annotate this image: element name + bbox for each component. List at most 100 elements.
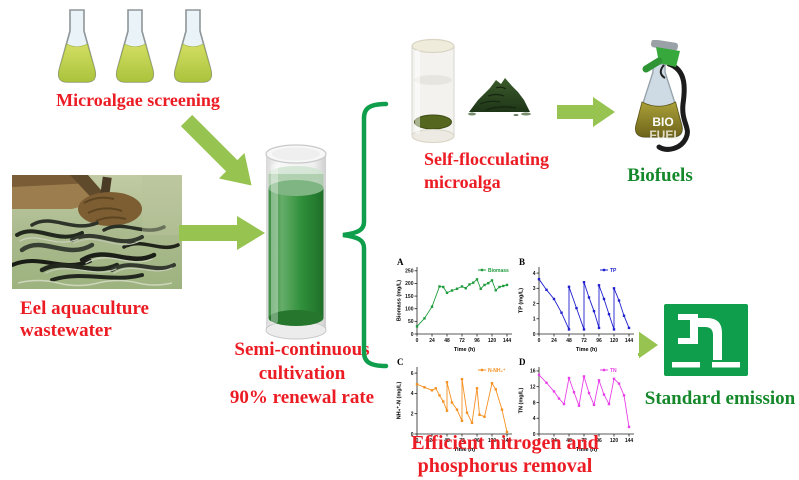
svg-text:72: 72 — [581, 438, 587, 444]
svg-text:0: 0 — [538, 438, 541, 444]
svg-text:1: 1 — [533, 317, 536, 323]
svg-text:4: 4 — [411, 391, 414, 397]
svg-text:144: 144 — [503, 338, 512, 344]
svg-text:TN (mg/L): TN (mg/L) — [519, 388, 525, 414]
svg-text:150: 150 — [405, 294, 414, 300]
eel-wastewater-label: Eel aquaculture wastewater — [20, 298, 200, 342]
svg-text:0: 0 — [416, 338, 419, 344]
efficient-removal-label: Efficient nitrogen and phosphorus remova… — [390, 432, 620, 478]
svg-text:24: 24 — [429, 438, 435, 444]
svg-text:0: 0 — [411, 332, 414, 338]
svg-text:250: 250 — [405, 269, 414, 275]
svg-text:0: 0 — [416, 438, 419, 444]
biofuel-flask-text-fuel: FUEL — [649, 128, 680, 142]
svg-text:TN: TN — [610, 368, 617, 374]
svg-text:48: 48 — [566, 338, 572, 344]
algae-powder — [466, 70, 532, 118]
svg-text:120: 120 — [610, 338, 619, 344]
chart-tn: 0 24 48 72 96 120 144 0 4 8 12 16 Time (h) TN (mg/L) D… — [517, 356, 639, 453]
semi-continuous-line3: 90% renewal rate — [229, 387, 375, 408]
svg-text:16: 16 — [530, 369, 536, 375]
svg-text:0: 0 — [533, 432, 536, 438]
svg-text:120: 120 — [610, 438, 619, 444]
svg-text:48: 48 — [444, 338, 450, 344]
self-flocculating-label: Self-flocculating microalga — [424, 148, 574, 194]
svg-text:Time (h): Time (h) — [454, 347, 475, 353]
svg-text:N-NH₄⁺: N-NH₄⁺ — [488, 368, 506, 374]
svg-text:144: 144 — [503, 438, 512, 444]
svg-text:0: 0 — [538, 338, 541, 344]
chart-biomass: 0 24 48 72 96 120 144 0 50 100 150 200 250 Time (h) Bi… — [395, 256, 517, 353]
svg-text:4: 4 — [533, 416, 536, 422]
arrow-microalga-to-biofuels — [557, 97, 615, 127]
svg-text:100: 100 — [405, 307, 414, 313]
svg-text:3: 3 — [533, 286, 536, 292]
svg-text:96: 96 — [596, 438, 602, 444]
svg-text:TP: TP — [610, 268, 617, 274]
eel-aquaculture-photo — [12, 175, 182, 289]
svg-text:6: 6 — [411, 371, 414, 377]
arrow-wastewater-to-cultivation — [179, 216, 265, 250]
branch-brace — [342, 101, 389, 369]
erlenmeyer-flasks — [52, 6, 222, 88]
semi-continuous-label: Semi-continuous cultivation 90% renewal … — [218, 338, 386, 410]
svg-text:Time (h): Time (h) — [454, 447, 475, 453]
efficient-removal-line1: Efficient nitrogen and — [411, 432, 599, 454]
svg-text:Biomass: Biomass — [488, 268, 509, 274]
chart-tp: 0 24 48 72 96 120 144 0 1 2 3 4 Time (h) TP (mg/L) B TP — [517, 256, 639, 353]
svg-text:2: 2 — [411, 411, 414, 417]
settling-tube — [408, 38, 458, 146]
svg-text:50: 50 — [408, 319, 414, 325]
svg-text:0: 0 — [533, 332, 536, 338]
svg-text:Biomass (mg/L): Biomass (mg/L) — [397, 280, 403, 321]
svg-text:12: 12 — [530, 385, 536, 391]
svg-text:120: 120 — [488, 338, 497, 344]
svg-text:4: 4 — [533, 271, 536, 277]
svg-text:2: 2 — [533, 301, 536, 307]
svg-text:B: B — [519, 257, 525, 267]
biofuel-flask-pump: BIO FUEL — [623, 40, 703, 162]
svg-text:NH₄⁺-N (mg/L): NH₄⁺-N (mg/L) — [396, 382, 403, 420]
biofuels-label: Biofuels — [627, 165, 693, 186]
eel-wastewater-line1: Eel aquaculture — [20, 298, 149, 319]
svg-text:A: A — [397, 257, 404, 267]
svg-text:48: 48 — [444, 438, 450, 444]
svg-text:Time (h): Time (h) — [576, 447, 597, 453]
semi-continuous-line1: Semi-continuous — [234, 339, 370, 360]
svg-text:72: 72 — [581, 338, 587, 344]
standard-emission-label: Standard emission — [644, 388, 796, 409]
arrow-screening-to-cultivation — [180, 114, 252, 186]
svg-text:D: D — [519, 357, 526, 367]
svg-text:24: 24 — [551, 438, 557, 444]
svg-text:24: 24 — [429, 338, 435, 344]
svg-text:0: 0 — [411, 432, 414, 438]
svg-text:C: C — [397, 357, 404, 367]
svg-text:96: 96 — [474, 338, 480, 344]
culture-tube — [261, 140, 331, 340]
svg-text:144: 144 — [625, 338, 634, 344]
svg-text:144: 144 — [625, 438, 634, 444]
svg-text:96: 96 — [474, 438, 480, 444]
chart-nh4n: 0 24 48 72 96 120 144 0 2 4 6 Time (h) NH₄⁺-N (mg/L)… — [395, 356, 517, 453]
svg-text:TP (mg/L): TP (mg/L) — [519, 288, 525, 313]
eel-wastewater-line2: wastewater — [20, 320, 112, 341]
svg-text:48: 48 — [566, 438, 572, 444]
svg-text:200: 200 — [405, 281, 414, 287]
microalgae-screening-label: Microalgae screening — [56, 90, 220, 110]
svg-text:72: 72 — [459, 338, 465, 344]
semi-continuous-line2: cultivation — [258, 363, 346, 384]
biofuel-flask-text-bio: BIO — [652, 115, 673, 129]
svg-text:Time (h): Time (h) — [576, 347, 597, 353]
self-flocculating-line1: Self-flocculating — [424, 149, 549, 169]
svg-text:8: 8 — [533, 400, 536, 406]
self-flocculating-line2: microalga — [424, 172, 501, 192]
faucet-discharge-icon — [664, 304, 748, 378]
svg-text:24: 24 — [551, 338, 557, 344]
svg-text:96: 96 — [596, 338, 602, 344]
efficient-removal-line2: phosphorus removal — [417, 455, 593, 477]
svg-text:72: 72 — [459, 438, 465, 444]
svg-text:120: 120 — [488, 438, 497, 444]
chart-panel-A: 0 24 48 72 96 120 144 0 50 100 150 200 250 Time (h) Bi… — [397, 257, 512, 353]
